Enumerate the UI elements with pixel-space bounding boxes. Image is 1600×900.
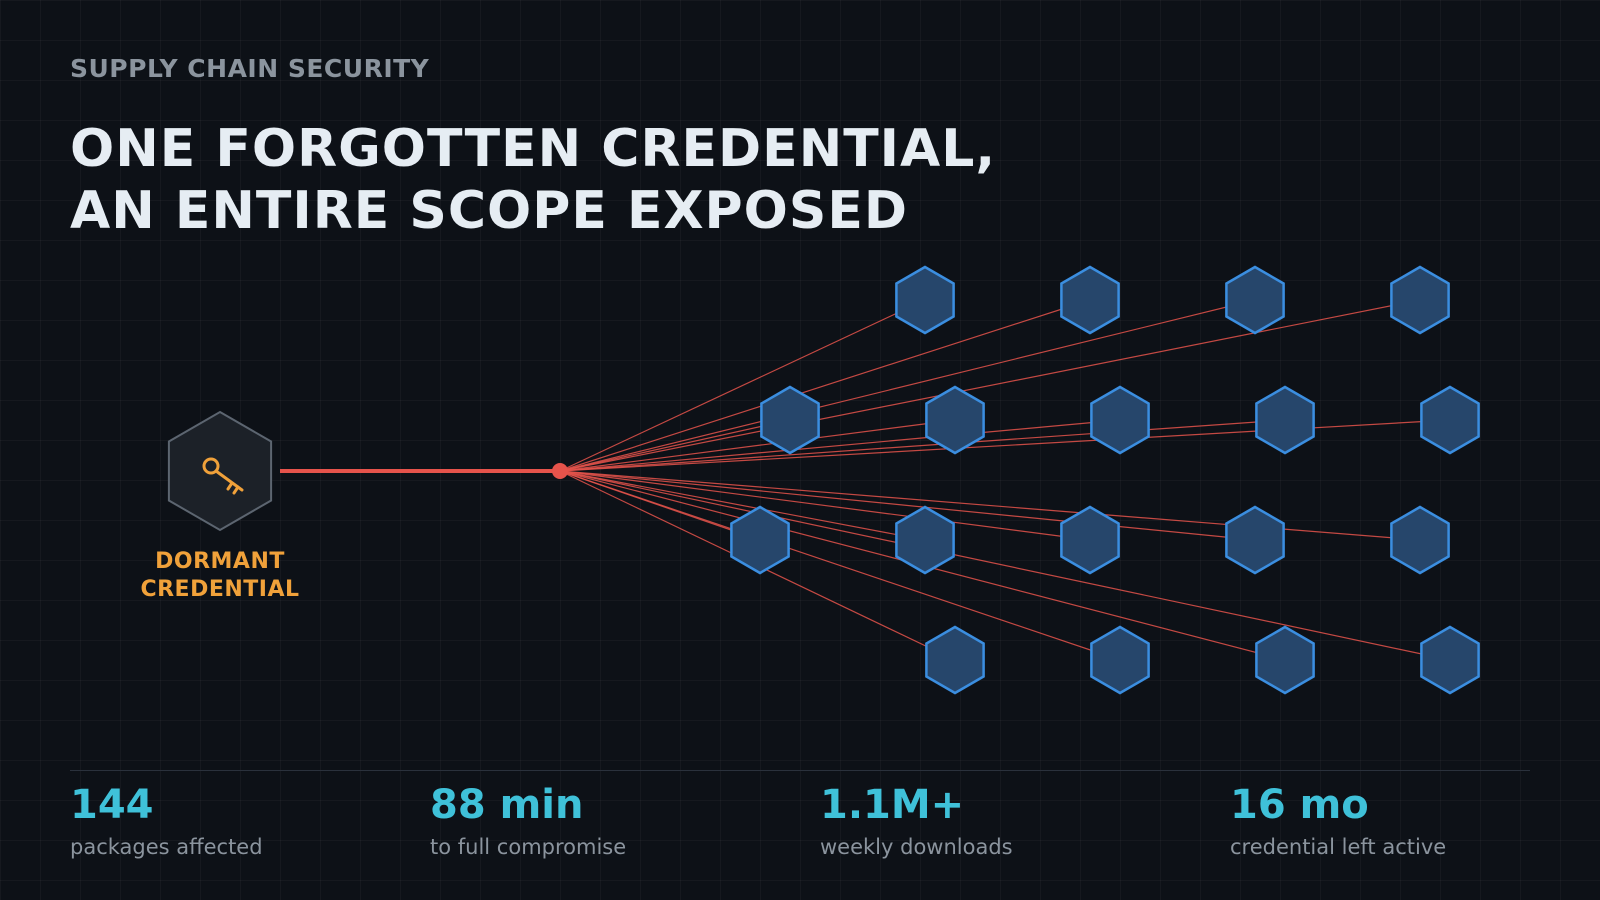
package-node <box>895 505 955 575</box>
fanout-link <box>559 419 956 472</box>
stat-value: 144 <box>70 782 154 828</box>
package-node <box>925 625 985 695</box>
fanout-link <box>559 419 1286 472</box>
source-hexagon <box>167 410 273 532</box>
stat-time-to-compromise: 88 min to full compromise <box>430 780 626 862</box>
package-node <box>1420 385 1480 455</box>
source-label-line-1: DORMANT <box>155 549 285 574</box>
fanout-link <box>559 470 1421 541</box>
package-node <box>1390 265 1450 335</box>
package-node <box>925 385 985 455</box>
fanout-link <box>559 470 1256 541</box>
headline-line-1: ONE FORGOTTEN CREDENTIAL, <box>70 119 997 179</box>
eyebrow-label: SUPPLY CHAIN SECURITY <box>70 54 430 83</box>
source-label-line-2: CREDENTIAL <box>140 577 300 602</box>
package-node <box>1420 625 1480 695</box>
key-icon <box>202 457 244 495</box>
fanout-link <box>559 470 1451 661</box>
package-node <box>760 385 820 455</box>
fanout-link <box>559 470 926 541</box>
fanout-link <box>559 299 1421 472</box>
package-node <box>1060 505 1120 575</box>
package-node <box>1225 265 1285 335</box>
fanout-link <box>559 470 1091 541</box>
package-node <box>1255 385 1315 455</box>
stat-label: to full compromise <box>430 835 627 859</box>
package-node <box>895 265 955 335</box>
package-node <box>730 505 790 575</box>
package-nodes <box>730 265 1480 695</box>
stat-label: packages affected <box>70 835 263 859</box>
page-title: ONE FORGOTTEN CREDENTIAL, AN ENTIRE SCOP… <box>70 118 1170 242</box>
stat-label: credential left active <box>1230 835 1447 859</box>
package-node <box>1090 385 1150 455</box>
package-node <box>1090 625 1150 695</box>
stat-value: 1.1M+ <box>820 782 965 828</box>
stat-label: weekly downloads <box>820 835 1013 859</box>
stat-weekly-downloads: 1.1M+ weekly downloads <box>820 780 1013 862</box>
headline-line-2: AN ENTIRE SCOPE EXPOSED <box>70 181 909 241</box>
fanout-link <box>559 419 1121 472</box>
package-node <box>1225 505 1285 575</box>
dormant-credential-node <box>167 410 273 532</box>
fanout-link <box>559 470 1121 661</box>
package-node <box>1060 265 1120 335</box>
package-node <box>1255 625 1315 695</box>
fanout-hub-dot <box>552 463 568 479</box>
stat-value: 88 min <box>430 782 584 828</box>
fanout-link <box>559 299 926 472</box>
stat-packages-affected: 144 packages affected <box>70 780 263 862</box>
fanout-links <box>559 299 1451 661</box>
fanout-link <box>559 299 1091 472</box>
stat-credential-active: 16 mo credential left active <box>1230 780 1446 862</box>
dormant-credential-label: DORMANT CREDENTIAL <box>120 548 320 604</box>
fanout-link <box>559 419 791 472</box>
fanout-link <box>559 299 1256 472</box>
stats-divider <box>70 770 1530 771</box>
package-node <box>1390 505 1450 575</box>
stat-value: 16 mo <box>1230 782 1369 828</box>
